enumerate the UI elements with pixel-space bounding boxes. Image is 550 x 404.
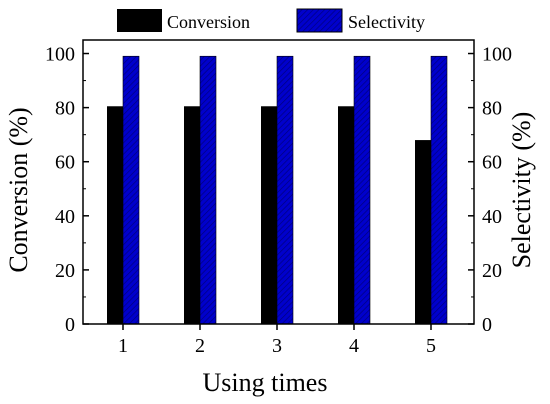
y-axis-left-title: Conversion (%) xyxy=(4,107,33,272)
x-tick-label-2: 2 xyxy=(195,335,205,357)
bar-selectivity-2 xyxy=(199,55,217,325)
legend: Conversion Selectivity xyxy=(117,8,425,33)
bar-selectivity-5 xyxy=(430,55,448,325)
y-tick-label-right-80: 80 xyxy=(482,98,502,120)
y-tick-label-left-60: 60 xyxy=(55,152,75,174)
bars-layer xyxy=(107,55,448,325)
bar-conversion-3 xyxy=(261,106,277,325)
x-tick-label-3: 3 xyxy=(272,335,282,357)
bar-conversion-1 xyxy=(107,106,123,325)
y-axis-right-title: Selectivity (%) xyxy=(507,112,536,269)
x-tick-label-4: 4 xyxy=(349,335,359,357)
legend-label-selectivity: Selectivity xyxy=(348,12,425,32)
bar-selectivity-1 xyxy=(122,55,140,325)
y-tick-label-right-60: 60 xyxy=(482,152,502,174)
legend-label-conversion: Conversion xyxy=(167,12,250,32)
plot-frame xyxy=(82,39,475,325)
x-tick-label-1: 1 xyxy=(118,335,128,357)
axes-layer: 0 0 20 20 40 40 60 60 80 80 100 100 1 2 3 4 5 xyxy=(45,39,512,357)
y-tick-label-left-20: 20 xyxy=(55,260,75,282)
y-tick-label-left-0: 0 xyxy=(65,314,75,336)
y-tick-label-left-100: 100 xyxy=(45,44,75,66)
y-tick-label-left-40: 40 xyxy=(55,206,75,228)
legend-swatch-conversion xyxy=(117,9,162,32)
y-tick-label-right-100: 100 xyxy=(482,44,512,66)
y-tick-label-right-0: 0 xyxy=(482,314,492,336)
bar-conversion-5 xyxy=(415,140,431,324)
bar-conversion-2 xyxy=(184,106,200,325)
x-tick-label-5: 5 xyxy=(426,335,436,357)
bar-selectivity-3 xyxy=(276,55,294,325)
bar-selectivity-4 xyxy=(353,55,371,325)
x-axis-title: Using times xyxy=(203,368,328,397)
y-tick-label-right-20: 20 xyxy=(482,260,502,282)
y-tick-label-right-40: 40 xyxy=(482,206,502,228)
bar-conversion-4 xyxy=(338,106,354,325)
legend-swatch-selectivity xyxy=(296,8,343,33)
y-tick-label-left-80: 80 xyxy=(55,98,75,120)
